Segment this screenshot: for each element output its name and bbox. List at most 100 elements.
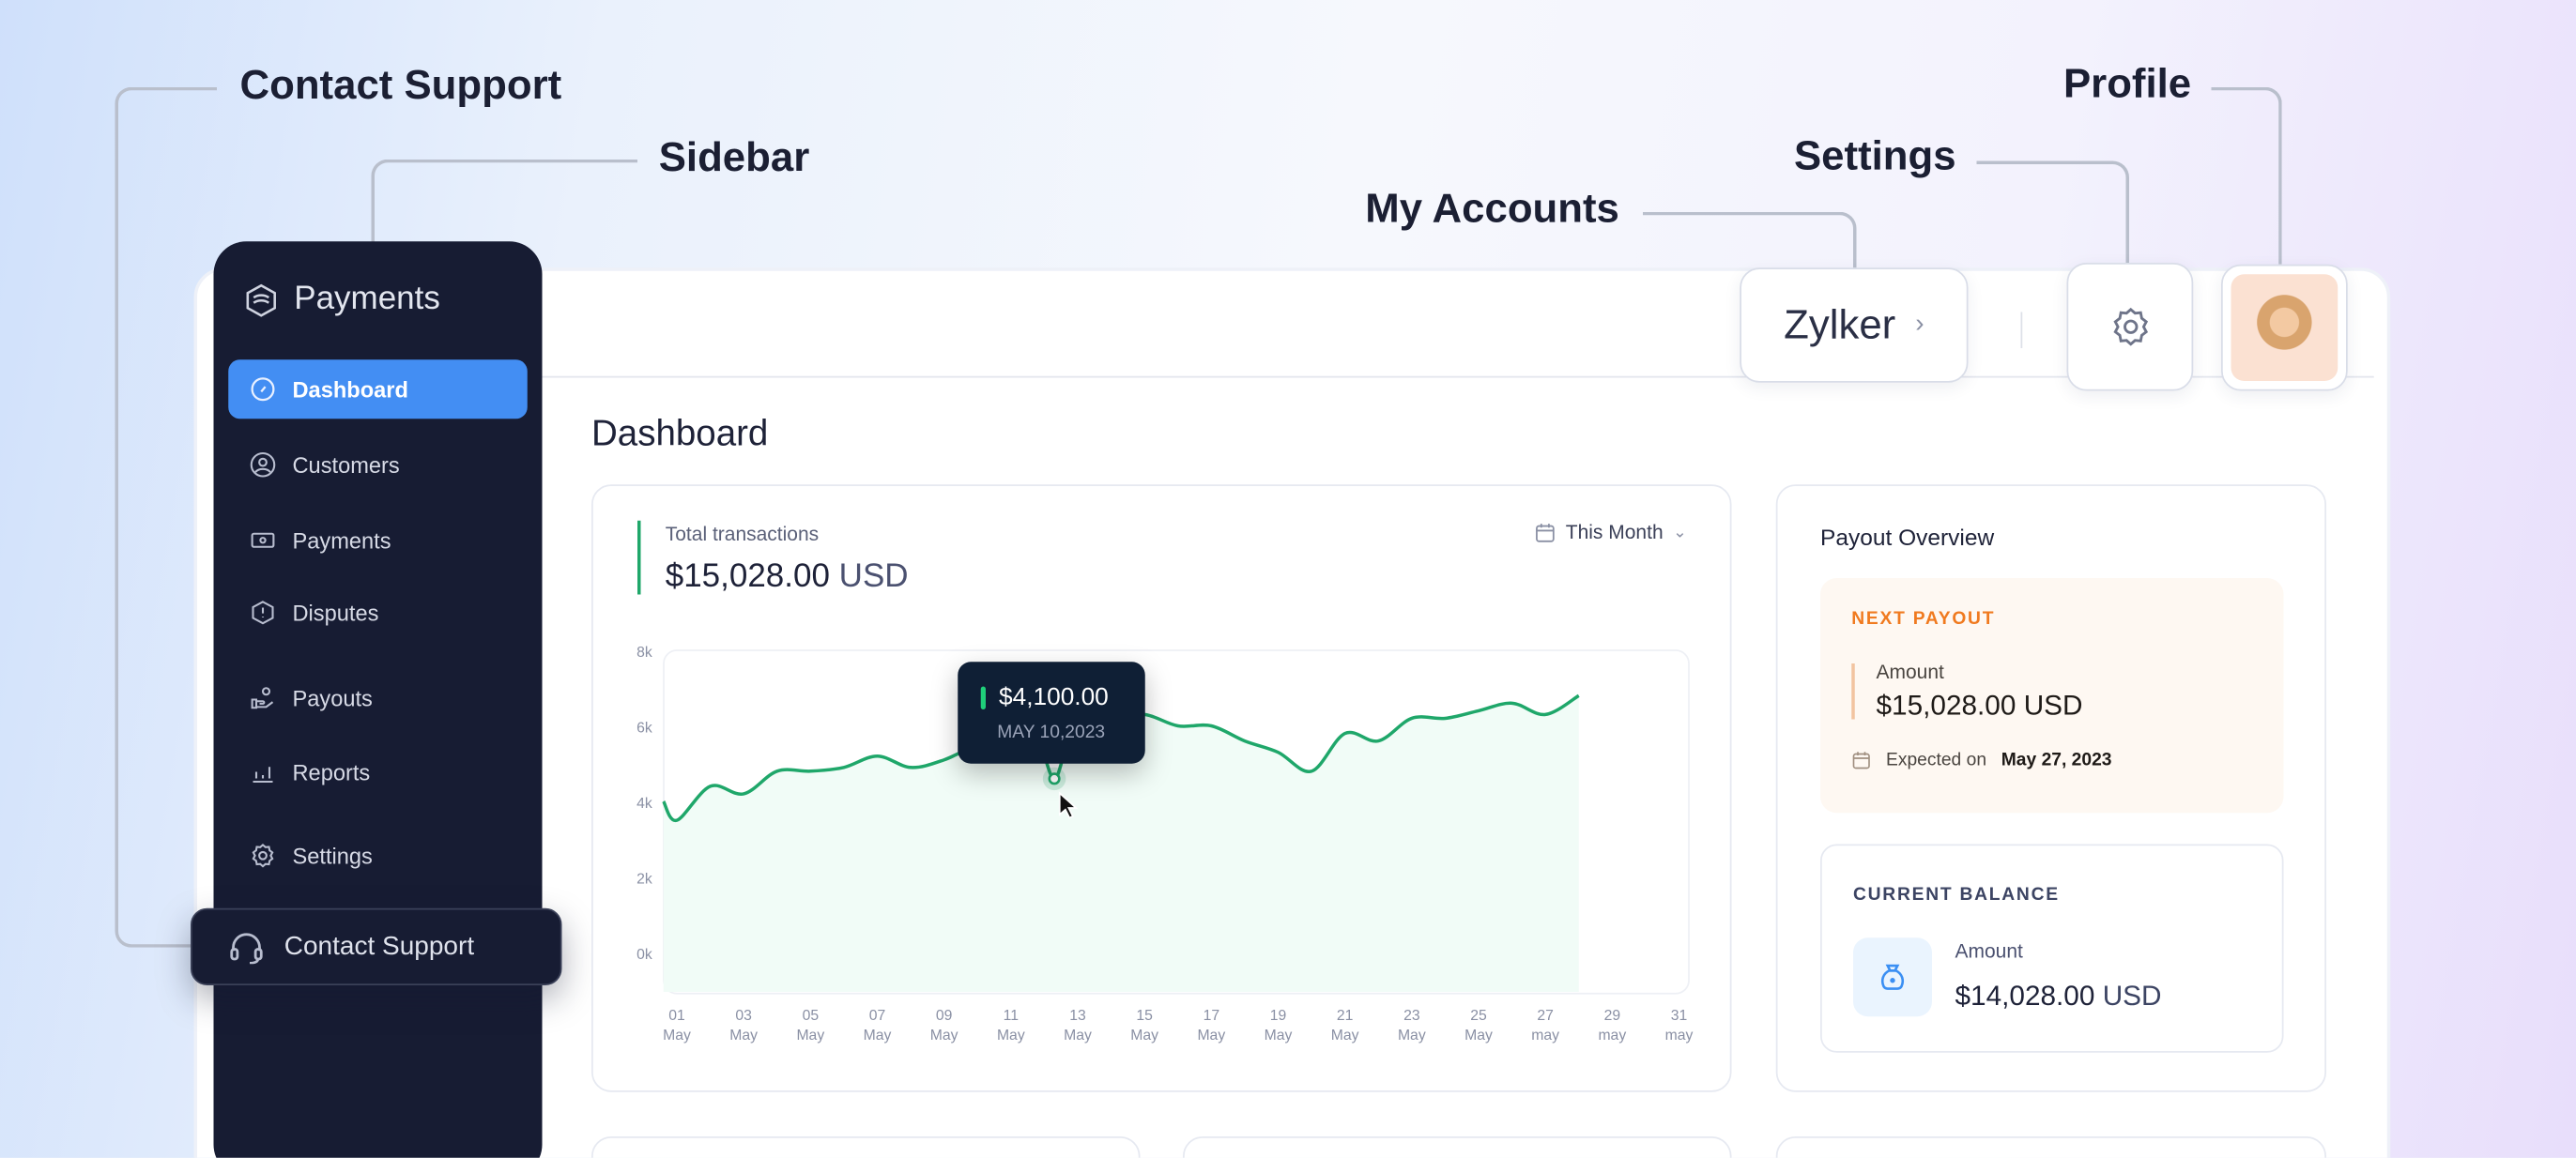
sidebar-item-disputes[interactable]: Disputes (228, 583, 528, 642)
x-tick-label: May (1398, 1028, 1426, 1044)
x-tick-label: 23 (1403, 1008, 1420, 1024)
contact-support-button[interactable]: Contact Support (191, 907, 562, 985)
sidebar-item-settings[interactable]: Settings (228, 826, 528, 885)
banknote-icon (251, 532, 275, 548)
sidebar-item-customers[interactable]: Customers (228, 435, 528, 495)
widget-card (1775, 1136, 2326, 1158)
annotation-connector (2211, 86, 2282, 265)
avatar (2231, 274, 2338, 381)
brand-name: Payments (294, 281, 440, 317)
payout-amount: $15,028.00 (1876, 690, 2016, 722)
profile-button[interactable] (2221, 264, 2348, 391)
x-tick-label: 13 (1069, 1008, 1086, 1024)
sidebar-item-payments[interactable]: Payments (228, 510, 528, 570)
sidebar-item-label: Disputes (292, 600, 379, 625)
header-separator (2020, 312, 2023, 348)
sidebar-item-dashboard[interactable]: Dashboard (228, 359, 528, 419)
dashboard-icon (251, 377, 275, 402)
x-tick-label: may (1598, 1028, 1626, 1044)
header-divider (542, 375, 2374, 378)
annotation-sidebar: Sidebar (658, 134, 810, 181)
widget-card (1183, 1136, 1732, 1158)
alert-hexagon-icon (252, 601, 274, 625)
next-payout-label: NEXT PAYOUT (1851, 609, 1996, 630)
balance-currency: USD (2102, 980, 2162, 1012)
x-tick-label: May (1331, 1028, 1359, 1044)
y-tick-label: 4k (636, 796, 652, 812)
expected-date-value: May 27, 2023 (2001, 750, 2112, 770)
sidebar-item-label: Payments (292, 527, 391, 553)
chevron-down-icon: ⌄ (1673, 523, 1687, 541)
gear-icon (2112, 307, 2148, 346)
chevron-right-icon: › (1915, 310, 1924, 339)
x-tick-label: 21 (1337, 1008, 1354, 1024)
x-tick-label: 29 (1604, 1008, 1621, 1024)
expected-date: Expected on May 27, 2023 (1851, 750, 2112, 770)
accent-bar (637, 520, 641, 595)
x-tick-label: May (1265, 1028, 1293, 1044)
chart-tooltip: $4,100.00 MAY 10,2023 (958, 662, 1145, 764)
x-tick-label: 01 (668, 1008, 685, 1024)
payout-amount-label: Amount (1876, 660, 1944, 684)
balance-amount: $14,028.00 (1955, 980, 2095, 1012)
brand: Payments (243, 281, 440, 318)
payout-currency: USD (2023, 690, 2083, 722)
x-tick-label: 09 (936, 1008, 953, 1024)
current-balance-panel: CURRENT BALANCE Amount $14,028.00 USD (1820, 844, 2284, 1053)
transactions-label: Total transactions (665, 522, 820, 546)
payments-logo-icon (246, 282, 276, 316)
x-tick-label: 17 (1204, 1008, 1220, 1024)
user-circle-icon (250, 451, 276, 478)
mouse-cursor-icon (1058, 791, 1078, 819)
highlight-point (1048, 772, 1061, 785)
sidebar: Payments Dashboard Customers Payments Di… (213, 241, 543, 1158)
x-tick-label: 03 (735, 1008, 752, 1024)
settings-button[interactable] (2066, 263, 2194, 391)
period-label: This Month (1565, 520, 1664, 544)
x-tick-label: May (864, 1028, 892, 1044)
x-tick-label: 11 (1004, 1008, 1019, 1024)
x-tick-label: May (729, 1028, 758, 1044)
annotation-profile: Profile (2063, 60, 2192, 107)
y-tick-label: 6k (636, 721, 652, 737)
x-tick-label: may (1665, 1028, 1694, 1044)
annotation-settings: Settings (1794, 132, 1956, 179)
tooltip-date: MAY 10,2023 (997, 723, 1106, 742)
payout-title: Payout Overview (1820, 524, 1995, 551)
x-tick-label: May (997, 1028, 1025, 1044)
annotation-connector (1643, 211, 1857, 269)
next-payout-panel: NEXT PAYOUT Amount $15,028.00 USD Expect… (1820, 578, 2284, 814)
bar-chart-icon (253, 767, 273, 784)
x-tick-label: May (930, 1028, 958, 1044)
widget-card (591, 1136, 1141, 1158)
contact-support-label: Contact Support (284, 932, 475, 960)
annotation-connector (1976, 160, 2129, 263)
current-balance-label: CURRENT BALANCE (1853, 885, 2060, 906)
sidebar-item-label: Customers (292, 452, 400, 478)
x-tick-label: May (1197, 1028, 1225, 1044)
x-tick-label: May (1130, 1028, 1158, 1044)
payout-overview-card: Payout Overview NEXT PAYOUT Amount $15,0… (1775, 484, 2326, 1092)
account-switcher[interactable]: Zylker › (1740, 267, 1969, 383)
y-tick-label: 8k (636, 645, 652, 661)
sidebar-item-label: Reports (292, 759, 371, 785)
x-tick-label: May (1464, 1028, 1493, 1044)
y-tick-label: 0k (636, 947, 652, 963)
tooltip-value: $4,100.00 (999, 683, 1109, 711)
x-tick-label: 07 (869, 1008, 886, 1024)
x-tick-label: may (1531, 1028, 1559, 1044)
period-dropdown[interactable]: This Month ⌄ (1535, 520, 1687, 544)
x-tick-label: 25 (1470, 1008, 1487, 1024)
sidebar-item-payouts[interactable]: Payouts (228, 668, 528, 727)
calendar-icon (1852, 752, 1870, 769)
sidebar-item-reports[interactable]: Reports (228, 742, 528, 801)
x-tick-label: 15 (1136, 1008, 1153, 1024)
annotation-my-accounts: My Accounts (1365, 185, 1619, 232)
headset-icon (230, 932, 263, 964)
x-tick-label: May (663, 1028, 691, 1044)
x-tick-label: May (796, 1028, 824, 1044)
gear-icon (252, 843, 274, 868)
transactions-currency: USD (838, 558, 909, 595)
x-tick-label: 05 (803, 1008, 820, 1024)
